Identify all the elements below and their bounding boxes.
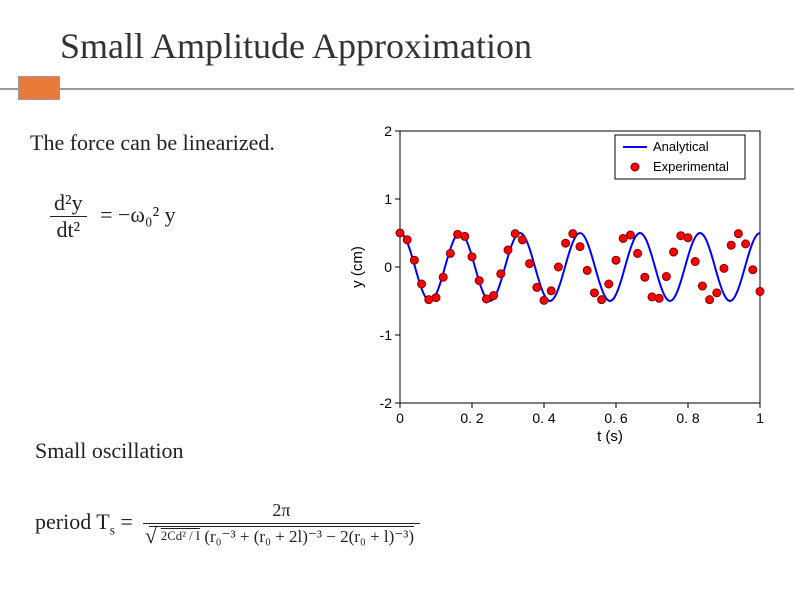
svg-text:Analytical: Analytical (653, 139, 709, 154)
svg-text:1: 1 (384, 191, 392, 207)
eq1-denominator: dt² (50, 217, 87, 243)
svg-text:0. 6: 0. 6 (604, 410, 628, 426)
period-equation: period Ts = 2π 2Cd² / I (r₀⁻³ + (r₀ + 2l… (35, 500, 420, 547)
linearized-text: The force can be linearized. (30, 130, 275, 156)
eq1-numerator: d²y (50, 190, 87, 217)
svg-text:-2: -2 (380, 395, 393, 411)
svg-text:0. 8: 0. 8 (676, 410, 700, 426)
period-numerator: 2π (143, 500, 420, 524)
svg-text:t (s): t (s) (597, 428, 623, 445)
svg-text:y (cm): y (cm) (349, 246, 366, 288)
eq1-rhs: = −ω₀² y (100, 202, 176, 227)
period-denominator: 2Cd² / I (r₀⁻³ + (r₀ + 2l)⁻³ − 2(r₀ + l)… (143, 524, 420, 547)
period-subscript: s (110, 522, 115, 537)
accent-box (18, 76, 60, 100)
page-title: Small Amplitude Approximation (60, 25, 754, 67)
svg-text:-1: -1 (380, 327, 393, 343)
svg-text:0. 4: 0. 4 (532, 410, 556, 426)
oscillation-chart: -2 -1 0 1 2 0 0. 2 0. 4 0. 6 0. 8 1 t (s) y (cm) Anal… (340, 115, 780, 445)
header-rule (0, 88, 794, 90)
svg-text:0. 2: 0. 2 (460, 410, 484, 426)
svg-text:0: 0 (396, 410, 404, 426)
svg-text:Experimental: Experimental (653, 159, 729, 174)
svg-text:0: 0 (384, 259, 392, 275)
equation-ode: d²y dt² = −ω₀² y (50, 190, 176, 243)
svg-text:1: 1 (756, 410, 764, 426)
period-equals: = (120, 509, 132, 534)
period-label: period T (35, 509, 110, 534)
svg-text:2: 2 (384, 123, 392, 139)
small-oscillation-text: Small oscillation (35, 438, 184, 464)
